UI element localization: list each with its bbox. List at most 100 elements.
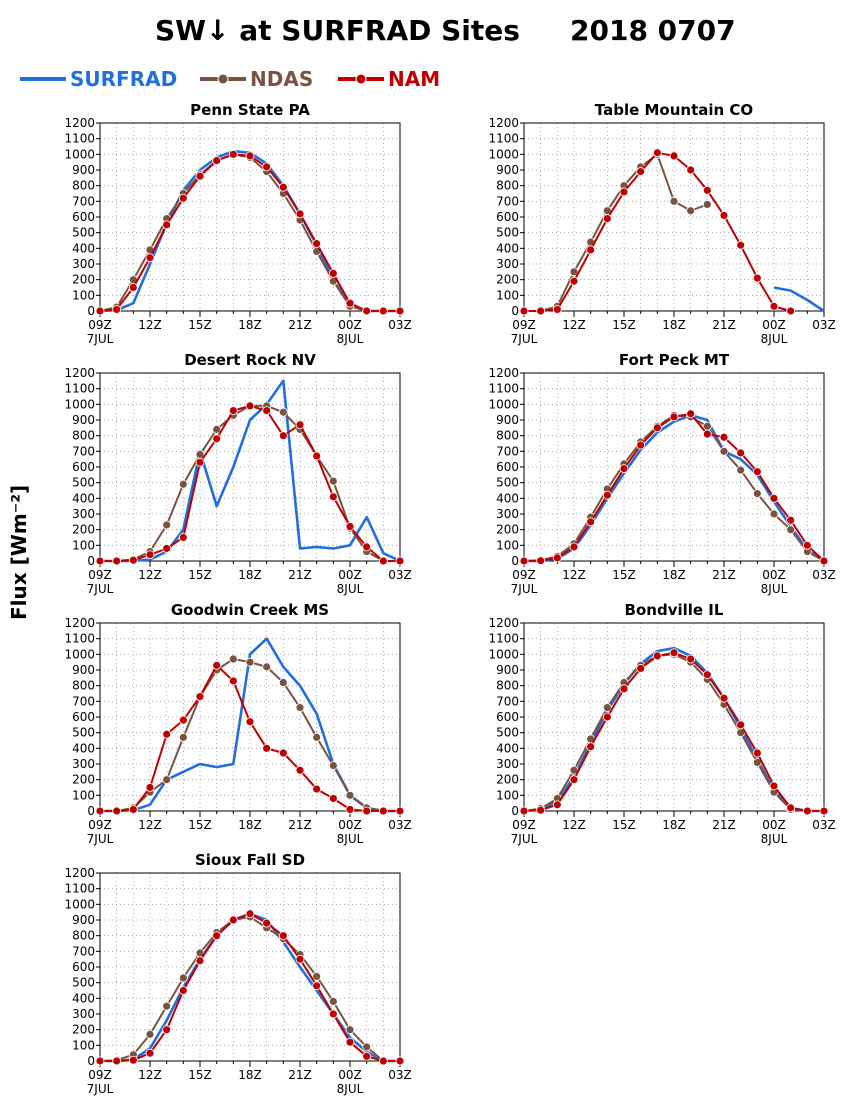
y-tick-label: 500	[496, 226, 519, 240]
data-point-nam	[702, 429, 712, 439]
x-tick-label: 03Z	[388, 318, 412, 332]
data-point-nam	[802, 540, 812, 550]
x-tick-label: 03Z	[388, 1068, 412, 1082]
x-tick-label: 09Z	[512, 568, 536, 582]
data-point-ndas	[669, 196, 679, 206]
x-date-label: 7JUL	[511, 582, 538, 596]
data-point-nam	[752, 273, 762, 283]
data-point-nam	[362, 806, 372, 816]
legend-item-surfrad: SURFRAD	[20, 67, 177, 91]
legend-item-ndas: NDAS	[200, 67, 313, 91]
y-tick-label: 900	[496, 663, 519, 677]
data-point-nam	[262, 743, 272, 753]
y-tick-label: 1100	[64, 132, 95, 146]
data-point-ndas	[178, 973, 188, 983]
figure-date: 2018 0707	[570, 14, 736, 47]
data-point-nam	[345, 1037, 355, 1047]
data-point-ndas	[278, 407, 288, 417]
data-point-nam	[636, 664, 646, 673]
data-point-nam	[228, 676, 238, 686]
x-tick-label: 09Z	[512, 318, 536, 332]
y-tick-label: 800	[72, 179, 95, 193]
y-tick-label: 0	[87, 554, 95, 568]
x-tick-label: 21Z	[712, 318, 736, 332]
data-point-nam	[195, 956, 205, 966]
x-tick-label: 18Z	[662, 318, 686, 332]
data-point-nam	[636, 440, 646, 450]
data-point-ndas	[736, 465, 746, 475]
data-point-nam	[278, 748, 288, 758]
data-point-nam	[669, 412, 679, 422]
panel-title: Goodwin Creek MS	[171, 601, 329, 619]
data-point-nam	[602, 214, 612, 223]
x-tick-label: 09Z	[88, 318, 112, 332]
y-tick-label: 1200	[488, 366, 519, 380]
data-point-nam	[312, 239, 322, 249]
data-point-nam	[328, 1009, 338, 1019]
y-tick-label: 900	[72, 913, 95, 927]
y-tick-label: 0	[87, 1054, 95, 1068]
data-point-nam	[519, 306, 529, 316]
x-tick-label: 12Z	[562, 818, 586, 832]
data-point-ndas	[602, 703, 612, 712]
y-tick-label: 400	[496, 491, 519, 505]
data-point-nam	[228, 149, 238, 159]
data-point-nam	[378, 806, 388, 816]
figure-title: SW↓ at SURFRAD Sites	[155, 14, 520, 47]
y-tick-label: 500	[496, 726, 519, 740]
x-date-label: 8JUL	[337, 1082, 364, 1096]
data-point-nam	[569, 276, 579, 286]
data-point-nam	[802, 806, 812, 816]
y-tick-label: 1200	[64, 616, 95, 630]
data-point-nam	[228, 915, 238, 925]
x-tick-label: 12Z	[138, 818, 162, 832]
series-line-ndas	[524, 153, 708, 312]
y-tick-label: 0	[511, 804, 519, 818]
y-tick-label: 200	[72, 273, 95, 287]
data-point-nam	[328, 492, 338, 502]
y-tick-label: 100	[496, 788, 519, 802]
x-tick-label: 12Z	[138, 568, 162, 582]
data-point-ndas	[178, 732, 188, 742]
x-date-label: 7JUL	[87, 582, 114, 596]
y-tick-label: 100	[496, 538, 519, 552]
x-tick-label: 18Z	[662, 568, 686, 582]
data-point-nam	[278, 931, 288, 941]
y-tick-label: 400	[496, 241, 519, 255]
y-tick-label: 300	[496, 507, 519, 521]
data-point-nam	[245, 401, 255, 411]
data-point-nam	[702, 670, 712, 680]
data-point-nam	[652, 148, 662, 158]
data-point-nam	[786, 306, 796, 316]
y-tick-label: 400	[72, 491, 95, 505]
x-tick-label: 15Z	[188, 568, 212, 582]
y-tick-label: 800	[496, 179, 519, 193]
data-point-nam	[569, 542, 579, 552]
data-point-nam	[395, 1056, 405, 1066]
x-date-label: 7JUL	[87, 332, 114, 346]
y-tick-label: 700	[72, 194, 95, 208]
x-tick-label: 00Z	[762, 818, 786, 832]
x-date-label: 7JUL	[87, 832, 114, 846]
panel-title: Table Mountain CO	[595, 101, 753, 119]
y-tick-label: 1000	[488, 147, 519, 161]
y-tick-label: 1000	[64, 147, 95, 161]
y-tick-label: 500	[72, 476, 95, 490]
y-tick-label: 600	[72, 960, 95, 974]
series-line-surfrad	[773, 286, 825, 313]
data-point-nam	[95, 806, 105, 816]
y-tick-label: 200	[496, 773, 519, 787]
data-point-nam	[112, 1056, 122, 1066]
y-tick-label: 500	[72, 726, 95, 740]
y-tick-label: 300	[72, 1007, 95, 1021]
x-tick-label: 12Z	[562, 318, 586, 332]
y-tick-label: 200	[72, 773, 95, 787]
y-tick-label: 900	[72, 413, 95, 427]
y-tick-label: 900	[496, 163, 519, 177]
y-tick-label: 0	[511, 554, 519, 568]
y-tick-label: 1100	[64, 632, 95, 646]
data-point-nam	[262, 406, 272, 416]
x-tick-label: 00Z	[762, 568, 786, 582]
